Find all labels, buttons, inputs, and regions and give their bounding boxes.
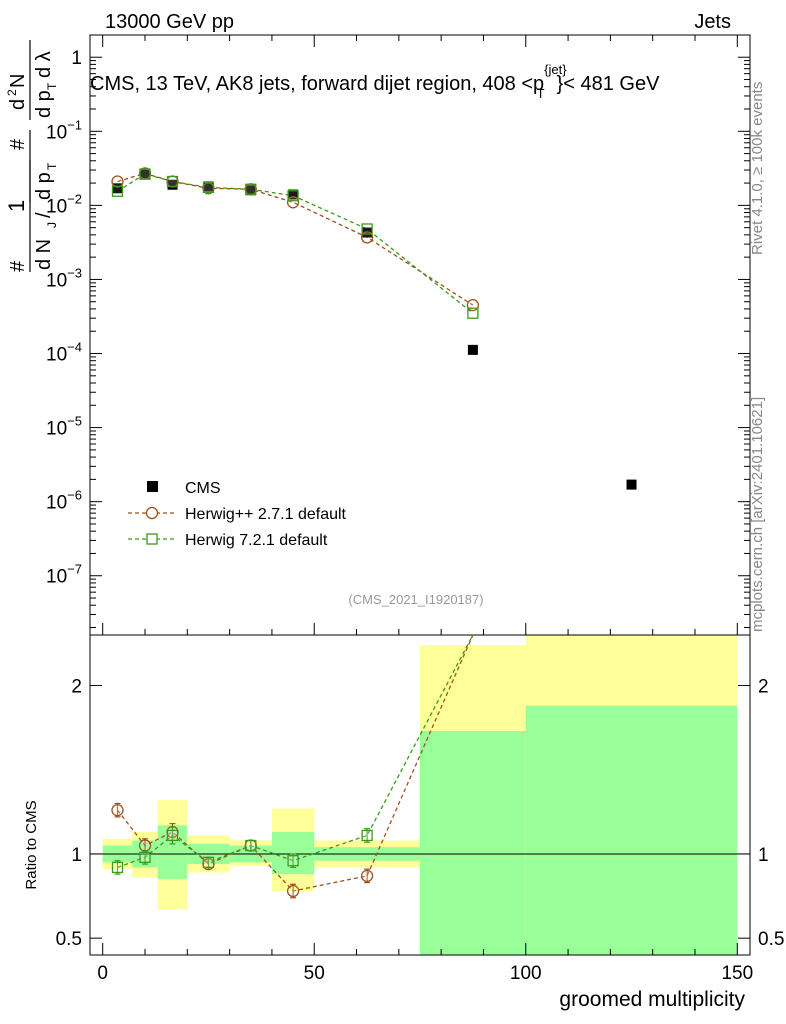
herwigpp-ratio-point — [360, 869, 374, 882]
ratio-y-tick-label-right: 2 — [758, 677, 769, 698]
herwig7-ratio-point — [361, 829, 373, 842]
ylabel-d2n: d — [7, 99, 29, 110]
header-right: Jets — [694, 11, 731, 33]
legend-marker-herwig7 — [146, 533, 158, 545]
herwigpp-point — [111, 175, 124, 188]
herwigpp-point — [286, 196, 300, 209]
herwig7-point — [287, 190, 299, 202]
legend: CMS Herwig++ 2.7.1 default Herwig 7.2.1 … — [128, 480, 347, 549]
green-band-8 — [525, 705, 738, 955]
cms-point — [112, 183, 123, 194]
ylabel-one: 1 — [4, 200, 29, 212]
cms-point — [140, 169, 150, 180]
herwig7-point — [111, 185, 124, 197]
herwig7-point — [467, 307, 479, 319]
analysis-id: (CMS_2021_I1920187) — [348, 592, 483, 607]
herwig7-ratio-point — [166, 829, 179, 842]
herwig7-point — [166, 175, 179, 188]
ylabel-d2n-tail: N — [7, 74, 29, 88]
ratio-y-tick-label-right: 0.5 — [758, 929, 784, 950]
ylabel-dpt-sub: T — [45, 162, 59, 170]
ratio-plot-frame — [89, 634, 751, 956]
main-line-1 — [117, 172, 474, 306]
legend-label-herwigpp: Herwig++ 2.7.1 default — [185, 506, 347, 523]
herwig7-ratio-point — [287, 855, 299, 867]
ylabel-dn-sub: J — [45, 222, 59, 228]
herwigpp-ratio-point — [138, 839, 152, 852]
herwig7-ratio-point — [111, 861, 124, 874]
rivet-label: Rivet 4.1.0, ≥ 100k events — [749, 82, 766, 255]
cms-point — [167, 179, 178, 190]
y-tick-label: 10−1 — [46, 117, 82, 143]
ylabel-dpt3: d p — [33, 90, 55, 118]
x-tick-label: 50 — [304, 963, 325, 984]
y-tick-label: 10−4 — [46, 340, 82, 366]
cms-point — [362, 227, 373, 238]
herwigpp-ratio-point — [111, 804, 124, 817]
cms-point — [245, 185, 256, 196]
herwig7-ratio-point — [139, 851, 151, 863]
y-tick-label: 10−3 — [46, 265, 82, 291]
ratio-bands — [102, 635, 738, 955]
y-tick-label: 1 — [71, 48, 82, 69]
ratio-y-tick-label: 1 — [71, 845, 82, 866]
chart-title-b: }< 481 GeV — [557, 73, 661, 95]
cms-point — [467, 344, 478, 355]
y-tick-label: 10−6 — [46, 488, 82, 514]
legend-label-herwig7: Herwig 7.2.1 default — [185, 532, 328, 549]
herwig7-point — [245, 183, 257, 195]
ratio-ylabel: Ratio to CMS — [23, 800, 40, 889]
cms-point — [626, 479, 637, 490]
x-axis-label: groomed multiplicity — [559, 988, 745, 1011]
ylabel-dlambda: d λ — [33, 51, 55, 78]
herwig7-point — [202, 181, 215, 194]
mcplots-label: mcplots.cern.ch [arXiv:2401.10621] — [749, 397, 766, 632]
y-tick-label: 10−2 — [46, 191, 82, 217]
cms-point — [288, 189, 299, 200]
series-markers — [111, 167, 637, 899]
chart-title-sup: {jet} — [544, 62, 567, 77]
legend-marker-herwigpp — [145, 506, 159, 520]
herwig7-ratio-point — [245, 839, 257, 852]
ratio-y-tick-label: 0.5 — [56, 929, 82, 950]
cms-point — [203, 181, 214, 192]
herwig7-point — [361, 223, 373, 235]
ylabel-hash2: # — [7, 138, 29, 150]
x-tick-label: 100 — [510, 963, 542, 984]
herwigpp-ratio-point — [286, 884, 300, 898]
ylabel-dn: d N — [33, 239, 55, 270]
legend-marker-cms — [147, 481, 158, 492]
legend-label-cms: CMS — [185, 480, 221, 497]
ylabel-d2n-sup: 2 — [5, 89, 19, 96]
ylabel-dpt: d p — [33, 172, 55, 200]
x-tick-label: 0 — [97, 963, 108, 984]
herwig7-ratio-point — [202, 856, 215, 869]
green-band-7 — [420, 731, 526, 955]
header-left: 13000 GeV pp — [105, 11, 234, 33]
axis-ticks: 0 50 100 150 1 10−1 10−2 10−3 10−4 10−5 10−6 10−7 0.… — [46, 35, 784, 984]
chart-title: CMS, 13 TeV, AK8 jets, forward dijet reg… — [90, 62, 660, 101]
y-tick-label: 10−7 — [46, 562, 82, 588]
main-ylabel: 1 # d N J / # d p T d 2 N d p T d λ — [4, 40, 59, 272]
y-tick-label: 10−5 — [46, 414, 82, 440]
x-tick-label: 150 — [721, 963, 753, 984]
ratio-y-tick-label: 2 — [71, 677, 82, 698]
ylabel-slash: / — [33, 212, 55, 218]
ratio-y-tick-label-right: 1 — [758, 845, 769, 866]
ylabel-dpt3-sub: T — [45, 82, 59, 90]
herwig7-point — [139, 168, 151, 180]
ylabel-hash: # — [7, 260, 29, 272]
chart-title-a: CMS, 13 TeV, AK8 jets, forward dijet reg… — [90, 73, 544, 95]
chart-title-sub: T — [537, 86, 545, 101]
